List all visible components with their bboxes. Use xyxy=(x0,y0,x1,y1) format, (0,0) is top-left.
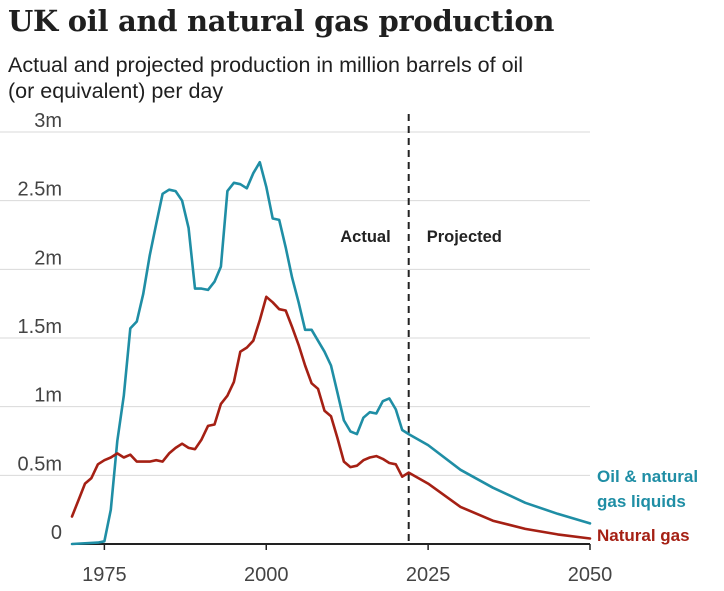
series-line-natural-gas xyxy=(70,295,592,540)
series-line-oil-ngl xyxy=(70,160,592,546)
y-tick-label: 0.5m xyxy=(18,453,62,475)
annotation-actual: Actual xyxy=(340,228,390,246)
y-tick-label: 2.5m xyxy=(18,179,62,201)
series-label-line: Natural gas xyxy=(597,526,690,545)
series-label-line: gas liquids xyxy=(597,492,686,511)
y-tick-label: 1m xyxy=(34,385,62,407)
series-label-oil-ngl: Oil & natural gas liquids xyxy=(597,467,698,511)
x-tick-label: 1975 xyxy=(82,564,127,586)
annotation-projected: Projected xyxy=(427,228,502,246)
series-label-line: Oil & natural xyxy=(597,467,698,486)
series-label-natural-gas: Natural gas xyxy=(597,526,690,545)
y-tick-label: 1.5m xyxy=(18,316,62,338)
x-tick-label: 2025 xyxy=(406,564,451,586)
y-tick-label: 2m xyxy=(34,247,62,269)
chart-title: UK oil and natural gas production xyxy=(8,4,555,38)
x-tick-label: 2050 xyxy=(568,564,613,586)
y-tick-label: 0 xyxy=(51,522,62,544)
chart-subtitle: Actual and projected production in milli… xyxy=(8,53,524,103)
x-tick-label: 2000 xyxy=(244,564,289,586)
y-tick-label: 3m xyxy=(34,110,62,132)
